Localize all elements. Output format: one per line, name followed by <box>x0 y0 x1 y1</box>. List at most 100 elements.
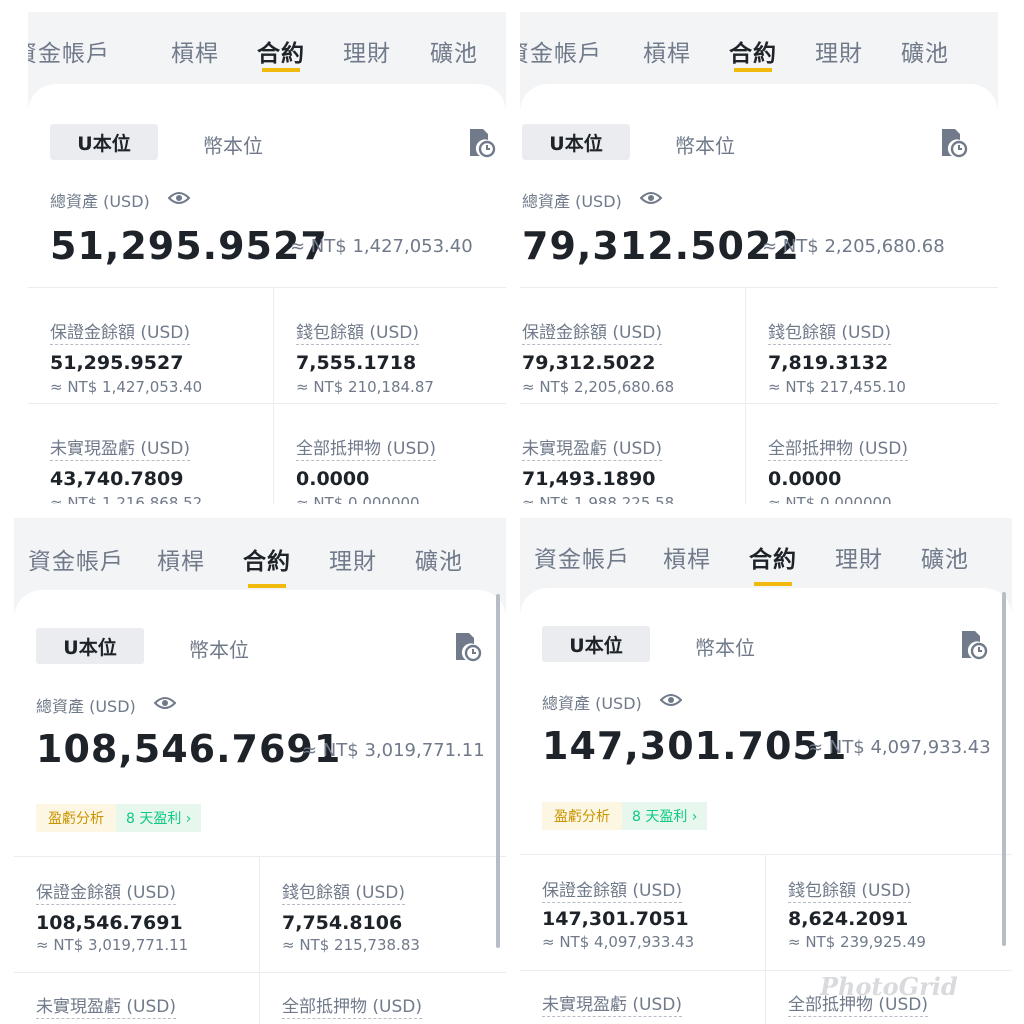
pnl-analysis-label: 盈虧分析 <box>542 802 622 830</box>
wallet-balance-label[interactable]: 錢包餘額 (USD) <box>788 876 911 903</box>
wallet-balance-approx: ≈ NT$ 217,455.10 <box>768 378 906 396</box>
unrealized-pnl-label[interactable]: 未實現盈虧 (USD) <box>36 992 176 1019</box>
wallet-balance-value: 7,819.3132 <box>768 352 889 374</box>
wallet-balance-label[interactable]: 錢包餘額 (USD) <box>282 878 405 905</box>
tab-earn[interactable]: 理財 <box>343 41 391 67</box>
wallet-balance-approx: ≈ NT$ 239,925.49 <box>788 933 926 951</box>
history-clock-icon[interactable] <box>468 128 496 158</box>
wallet-balance-value: 7,754.8106 <box>282 912 403 934</box>
margin-balance-value: 79,312.5022 <box>522 352 656 374</box>
margin-balance-value: 147,301.7051 <box>542 908 689 930</box>
tab-funding[interactable]: 資金帳戶 <box>520 41 602 67</box>
segment-coinm[interactable]: 幣本位 <box>203 134 263 158</box>
history-clock-icon[interactable] <box>454 632 482 662</box>
tab-funding[interactable]: 資金帳戶 <box>534 547 630 573</box>
tab-earn[interactable]: 理財 <box>835 547 883 573</box>
history-clock-icon[interactable] <box>940 128 968 158</box>
segment-usdm[interactable]: U本位 <box>522 124 630 160</box>
wallet-balance-approx: ≈ NT$ 210,184.87 <box>296 378 434 396</box>
margin-balance-approx: ≈ NT$ 2,205,680.68 <box>522 378 675 396</box>
tab-futures[interactable]: 合約 <box>749 547 797 573</box>
tab-margin[interactable]: 槓桿 <box>663 547 711 573</box>
segment-usdm[interactable]: U本位 <box>542 626 650 662</box>
unrealized-pnl-label[interactable]: 未實現盈虧 (USD) <box>522 434 662 461</box>
nav-tabs: 資金帳戶 槓桿 合約 理財 礦池 <box>28 12 506 82</box>
total-assets-approx: ≈ NT$ 4,097,933.43 <box>808 737 991 758</box>
segment-coinm[interactable]: 幣本位 <box>675 134 735 158</box>
eye-icon[interactable] <box>154 695 176 711</box>
margin-balance-label[interactable]: 保證金餘額 (USD) <box>36 878 176 905</box>
active-tab-indicator <box>262 68 300 72</box>
tab-pool[interactable]: 礦池 <box>901 41 949 67</box>
wallet-balance-value: 7,555.1718 <box>296 352 417 374</box>
total-collateral-label[interactable]: 全部抵押物 (USD) <box>788 990 928 1017</box>
margin-balance-approx: ≈ NT$ 4,097,933.43 <box>542 933 695 951</box>
unrealized-pnl-value: 43,740.7809 <box>50 468 184 490</box>
margin-balance-value: 51,295.9527 <box>50 352 184 374</box>
active-tab-indicator <box>754 582 792 586</box>
tab-futures[interactable]: 合約 <box>257 41 305 67</box>
margin-balance-label[interactable]: 保證金餘額 (USD) <box>50 318 190 345</box>
pnl-analysis-badge[interactable]: 盈虧分析 8 天盈利 › <box>36 804 202 832</box>
total-assets-value: 147,301.7051 <box>542 724 848 768</box>
divider <box>259 856 260 1024</box>
divider <box>745 287 746 504</box>
segment-usdm[interactable]: U本位 <box>36 628 144 664</box>
unrealized-pnl-value: 71,493.1890 <box>522 468 656 490</box>
pnl-analysis-badge[interactable]: 盈虧分析 8 天盈利 › <box>542 802 708 830</box>
account-card: U本位 幣本位 總資產 (USD) 51,295.9527 ≈ NT$ 1,42… <box>28 84 506 504</box>
divider <box>765 854 766 1024</box>
total-collateral-label[interactable]: 全部抵押物 (USD) <box>282 992 422 1019</box>
tab-earn[interactable]: 理財 <box>815 41 863 67</box>
history-clock-icon[interactable] <box>960 630 988 660</box>
scrollbar[interactable] <box>1002 592 1006 946</box>
unrealized-pnl-approx: ≈ NT$ 1,988,225.58 <box>522 494 675 504</box>
tab-funding[interactable]: 資金帳戶 <box>28 41 110 67</box>
panel-bottom-left: 資金帳戶 槓桿 合約 理財 礦池 U本位 幣本位 總資產 (USD) 108,5… <box>14 518 506 1024</box>
margin-balance-value: 108,546.7691 <box>36 912 183 934</box>
total-assets-approx: ≈ NT$ 1,427,053.40 <box>290 236 473 257</box>
segment-coinm[interactable]: 幣本位 <box>695 636 755 660</box>
tab-futures[interactable]: 合約 <box>729 41 777 67</box>
tab-margin[interactable]: 槓桿 <box>643 41 691 67</box>
tab-pool[interactable]: 礦池 <box>430 41 478 67</box>
divider <box>14 856 506 857</box>
tab-earn[interactable]: 理財 <box>329 549 377 575</box>
total-assets-approx: ≈ NT$ 3,019,771.11 <box>302 740 485 761</box>
total-collateral-value: 0.0000 <box>768 468 842 490</box>
eye-icon[interactable] <box>640 190 662 206</box>
divider <box>14 972 506 973</box>
tab-futures[interactable]: 合約 <box>243 549 291 575</box>
pnl-analysis-label: 盈虧分析 <box>36 804 116 832</box>
tab-margin[interactable]: 槓桿 <box>157 549 205 575</box>
wallet-balance-label[interactable]: 錢包餘額 (USD) <box>296 318 419 345</box>
margin-balance-approx: ≈ NT$ 1,427,053.40 <box>50 378 203 396</box>
total-collateral-label[interactable]: 全部抵押物 (USD) <box>768 434 908 461</box>
total-assets-value: 51,295.9527 <box>50 224 328 268</box>
divider <box>520 403 998 404</box>
tab-margin[interactable]: 槓桿 <box>171 41 219 67</box>
eye-icon[interactable] <box>660 692 682 708</box>
divider <box>520 287 998 288</box>
scrollbar[interactable] <box>496 594 500 948</box>
margin-balance-label[interactable]: 保證金餘額 (USD) <box>522 318 662 345</box>
panel-top-right: 資金帳戶 槓桿 合約 理財 礦池 U本位 幣本位 總資產 (USD) 79,31… <box>520 12 998 504</box>
total-assets-label: 總資產 (USD) <box>50 192 150 211</box>
account-card: U本位 幣本位 總資產 (USD) 108,546.7691 ≈ NT$ 3,0… <box>14 590 506 1024</box>
wallet-balance-label[interactable]: 錢包餘額 (USD) <box>768 318 891 345</box>
unrealized-pnl-label[interactable]: 未實現盈虧 (USD) <box>542 990 682 1017</box>
eye-icon[interactable] <box>168 190 190 206</box>
margin-balance-label[interactable]: 保證金餘額 (USD) <box>542 876 682 903</box>
segment-usdm[interactable]: U本位 <box>50 124 158 160</box>
divider <box>28 287 506 288</box>
total-assets-label: 總資產 (USD) <box>36 697 136 716</box>
unrealized-pnl-label[interactable]: 未實現盈虧 (USD) <box>50 434 190 461</box>
tab-funding[interactable]: 資金帳戶 <box>28 549 124 575</box>
tab-pool[interactable]: 礦池 <box>415 549 463 575</box>
active-tab-indicator <box>248 584 286 588</box>
total-collateral-label[interactable]: 全部抵押物 (USD) <box>296 434 436 461</box>
tab-pool[interactable]: 礦池 <box>921 547 969 573</box>
total-assets-approx: ≈ NT$ 2,205,680.68 <box>762 236 945 257</box>
segment-coinm[interactable]: 幣本位 <box>189 638 249 662</box>
unrealized-pnl-approx: ≈ NT$ 1,216,868.52 <box>50 494 203 504</box>
